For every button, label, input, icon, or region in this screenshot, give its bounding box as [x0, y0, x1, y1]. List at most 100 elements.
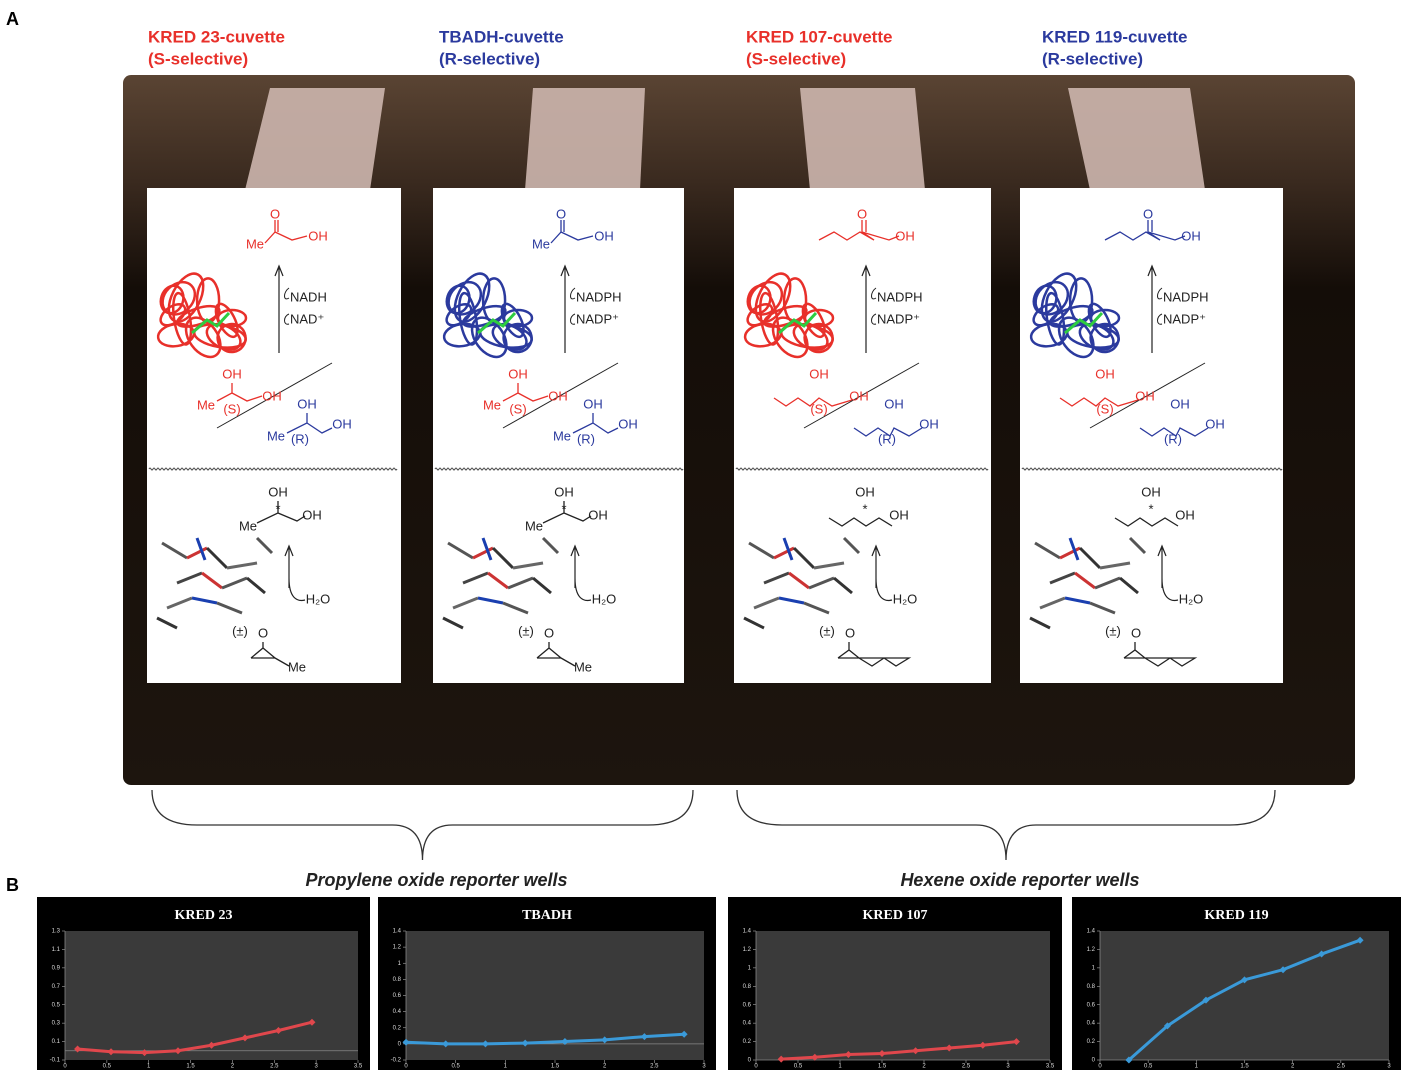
brace [737, 790, 1275, 860]
structure-label: OH [895, 228, 915, 243]
y-tick-label: 1.4 [743, 929, 752, 935]
structure-label: (R) [577, 431, 595, 446]
structure-label: * [561, 501, 566, 516]
structure-label: OH [508, 366, 528, 381]
structure-label: OH [1141, 484, 1161, 499]
structure-label: Me [239, 518, 257, 533]
plot-area [756, 931, 1050, 1060]
y-tick-label: 0.8 [1087, 984, 1096, 990]
structure-label: (±) [232, 623, 248, 638]
structure-label: O [845, 625, 855, 640]
structure-label: NADPH [877, 289, 923, 304]
y-tick-label: 0.6 [743, 1002, 752, 1008]
structure-label: (±) [518, 623, 534, 638]
x-tick-label: 1.5 [1240, 1064, 1249, 1070]
chart-title: KRED 119 [1204, 908, 1268, 923]
structure-label: Me [574, 659, 592, 674]
structure-label: (±) [1105, 623, 1121, 638]
structure-label: * [1148, 501, 1153, 516]
x-tick-label: 3.5 [1046, 1064, 1055, 1070]
y-tick-label: 0.8 [393, 977, 402, 983]
chart-title: KRED 107 [863, 908, 928, 923]
structure-label: Me [197, 397, 215, 412]
structure-label: OH [1175, 507, 1195, 522]
chart: TBADH-0.200.20.40.60.811.21.400.511.522.… [378, 897, 716, 1070]
structure-label: * [862, 501, 867, 516]
structure-label: OH [618, 416, 638, 431]
y-tick-label: 1.1 [52, 947, 61, 953]
x-tick-label: 2.5 [650, 1064, 659, 1070]
structure-label: (S) [1096, 401, 1113, 416]
cuvette-selectivity: (R-selective) [439, 49, 540, 68]
y-tick-label: 0.6 [393, 993, 402, 999]
chart-title: KRED 23 [175, 908, 233, 923]
y-tick-label: 0.5 [52, 1002, 61, 1008]
structure-label: Me [483, 397, 501, 412]
x-tick-label: 2.5 [962, 1064, 971, 1070]
structure-label: O [1131, 625, 1141, 640]
y-tick-label: 0.7 [52, 984, 61, 990]
panel-label: B [6, 875, 19, 895]
structure-label: NAD⁺ [290, 311, 324, 326]
structure-label: Me [246, 236, 264, 251]
structure-label: H₂O [1179, 591, 1204, 606]
x-tick-label: 0.5 [1144, 1064, 1153, 1070]
structure-label: OH [849, 388, 869, 403]
structure-label: H₂O [306, 591, 331, 606]
structure-label: NADP⁺ [576, 311, 619, 326]
x-tick-label: 2.5 [1337, 1064, 1346, 1070]
structure-label: NADP⁺ [1163, 311, 1206, 326]
y-tick-label: 0.6 [1087, 1002, 1096, 1008]
cuvette-card: OOHNADPHNADP⁺OH(S)OHOH(R)OHOH*OHH₂O(±)O [734, 188, 991, 683]
structure-label: OH [1205, 416, 1225, 431]
plot-area [1100, 931, 1389, 1060]
structure-label: OH [297, 396, 317, 411]
x-tick-label: 0.5 [103, 1064, 112, 1070]
y-tick-label: 0.8 [743, 984, 752, 990]
structure-label: OH [268, 484, 288, 499]
structure-label: OH [1095, 366, 1115, 381]
structure-label: OH [332, 416, 352, 431]
plot-area [65, 931, 358, 1060]
structure-label: OH [855, 484, 875, 499]
structure-label: OH [889, 507, 909, 522]
cuvette-title: KRED 107-cuvette [746, 27, 892, 46]
structure-label: OH [308, 228, 328, 243]
chart: KRED 23-0.10.10.30.50.70.91.11.300.511.5… [37, 897, 370, 1070]
structure-label: (S) [810, 401, 827, 416]
structure-label: NADP⁺ [877, 311, 920, 326]
structure-label: H₂O [592, 591, 617, 606]
y-tick-label: 0.1 [52, 1039, 61, 1045]
structure-label: O [857, 206, 867, 221]
group-label: Propylene oxide reporter wells [305, 870, 567, 890]
structure-label: (±) [819, 623, 835, 638]
structure-label: OH [262, 388, 282, 403]
figure: A B KRED 23-cuvette(S-selective)OMeOHNAD… [0, 0, 1401, 1070]
structure-label: * [275, 501, 280, 516]
cuvette-card: OMeOHNADHNAD⁺OHMe(S)OHOHMe(R)OHOH*MeOHH₂… [147, 188, 401, 683]
chart: KRED 10700.20.40.60.811.21.400.511.522.5… [728, 897, 1062, 1070]
cuvette-selectivity: (S-selective) [746, 49, 846, 68]
y-tick-label: 0.3 [52, 1021, 61, 1027]
x-tick-label: 3.5 [354, 1064, 363, 1070]
structure-label: OH [919, 416, 939, 431]
structure-label: Me [267, 428, 285, 443]
structure-label: (S) [509, 401, 526, 416]
chart-title: TBADH [522, 908, 572, 923]
cuvette-title: KRED 119-cuvette [1042, 27, 1188, 46]
brace [152, 790, 693, 860]
x-tick-label: 1.5 [551, 1064, 560, 1070]
structure-label: OH [884, 396, 904, 411]
x-tick-label: 1.5 [186, 1064, 195, 1070]
y-tick-label: 0.2 [1087, 1039, 1096, 1045]
y-tick-label: 1.2 [393, 945, 402, 951]
y-tick-label: 0.2 [393, 1025, 402, 1031]
structure-label: O [544, 625, 554, 640]
structure-label: Me [553, 428, 571, 443]
structure-label: O [556, 206, 566, 221]
cuvette-card: OMeOHNADPHNADP⁺OHMe(S)OHOHMe(R)OHOH*MeOH… [433, 188, 684, 683]
structure-label: OH [594, 228, 614, 243]
x-tick-label: 0.5 [451, 1064, 460, 1070]
structure-label: (R) [1164, 431, 1182, 446]
